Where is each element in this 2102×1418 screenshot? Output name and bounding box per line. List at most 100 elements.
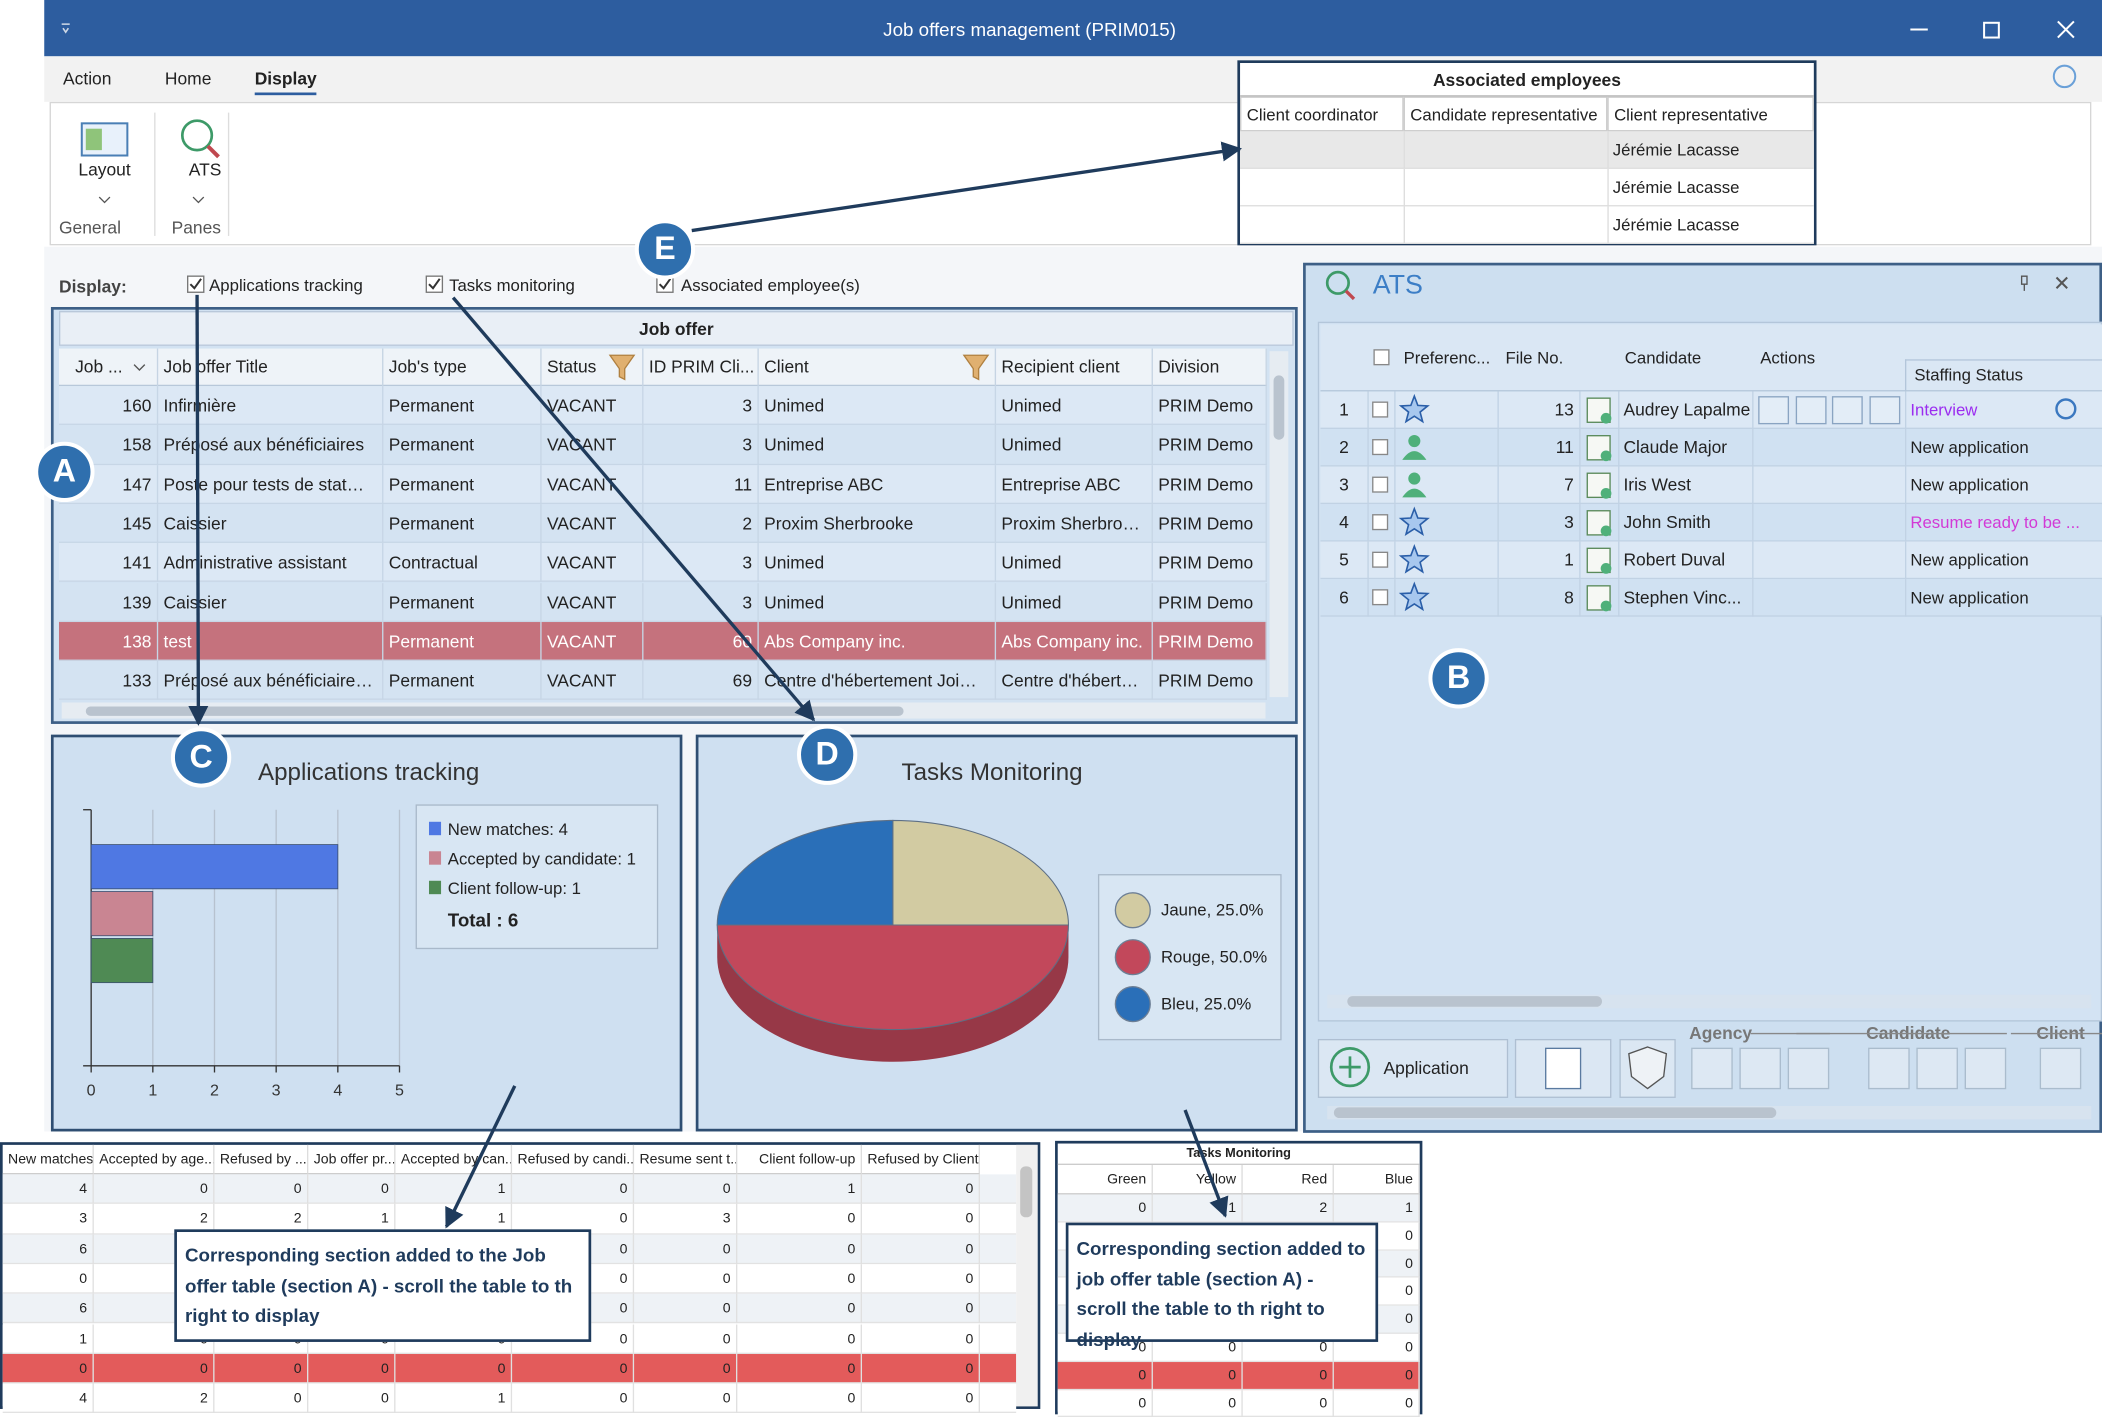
column-header[interactable]: Preferenc... <box>1403 348 1491 368</box>
grid-divider <box>1904 579 1907 617</box>
file-number: 3 <box>1564 512 1574 533</box>
grid-cell: 1 <box>395 1174 513 1205</box>
ats-group-label: Candidate <box>1866 1022 1951 1043</box>
legend-label: Accepted by candidate: 1 <box>447 849 636 869</box>
grid-divider <box>1618 391 1620 429</box>
grid-cell: 0 <box>862 1323 980 1354</box>
column-header[interactable]: Division <box>1153 348 1267 387</box>
grid-divider <box>1579 504 1581 542</box>
grid-row[interactable] <box>1320 504 2102 542</box>
column-header[interactable]: Actions <box>1760 348 1816 368</box>
grid-cell: Permanent <box>383 582 542 622</box>
column-header[interactable]: Job's type <box>383 348 542 387</box>
column-header[interactable]: Client <box>759 348 997 387</box>
grid-cell: 0 <box>1058 1361 1153 1390</box>
menu-tab[interactable]: Home <box>164 68 212 89</box>
grid-cell: VACANT <box>542 503 644 544</box>
grid-row[interactable] <box>1320 579 2102 617</box>
grid-divider <box>1497 428 1499 467</box>
grid-cell: 0 <box>308 1383 396 1414</box>
grid-divider <box>1579 579 1581 617</box>
menu-tab[interactable]: Display <box>254 68 317 89</box>
grid-divider <box>1618 428 1620 467</box>
grid-divider <box>1618 466 1620 505</box>
display-option[interactable]: Applications tracking <box>209 276 363 295</box>
grid-cell: 0 <box>1334 1278 1420 1306</box>
grid-cell: Unimed <box>996 425 1153 465</box>
grid-cell: Jérémie Lacasse <box>1612 178 1740 198</box>
note: Corresponding section added to job offer… <box>1065 1222 1379 1349</box>
grid-cell: 0 <box>3 1264 94 1294</box>
grid-cell: 0 <box>634 1264 738 1294</box>
chart-title: Tasks Monitoring <box>901 758 1083 786</box>
grid-cell: Unimed <box>996 386 1153 426</box>
grid-divider <box>1394 466 1396 505</box>
grid-cell: Caissier <box>158 503 384 544</box>
grid-divider <box>1367 579 1369 617</box>
grid-divider <box>1904 541 1907 580</box>
grid-cell: 1 <box>308 1204 396 1235</box>
column-header[interactable]: Recipient client <box>996 348 1153 387</box>
column-header[interactable]: File No. <box>1505 348 1564 368</box>
column-header: Refused by candi... <box>512 1144 635 1175</box>
column-header[interactable]: Candidate <box>1624 348 1702 368</box>
grid-cell: VACANT <box>542 543 644 583</box>
grid-row[interactable] <box>1320 541 2102 580</box>
column-header[interactable]: Staffing Status <box>1914 365 2024 385</box>
display-label: Display: <box>58 276 127 297</box>
edit-button[interactable] <box>1514 1038 1612 1098</box>
grid-cell: 0 <box>308 1353 396 1384</box>
ribbon-button-label[interactable]: Layout <box>78 159 131 180</box>
application-button-label: Application <box>1383 1057 1469 1078</box>
column-header[interactable]: Job offer Title <box>158 348 384 387</box>
grid-cell: test <box>158 621 384 662</box>
grid-divider <box>1752 428 1754 467</box>
grid-cell: 2 <box>643 503 759 544</box>
grid-cell: 0 <box>512 1293 635 1324</box>
candidate-name: Robert Duval <box>1623 549 1726 570</box>
grid-cell: 3 <box>643 386 759 426</box>
grid-cell: 0 <box>862 1264 980 1294</box>
row-number: 1 <box>1339 399 1349 420</box>
legend-label: New matches: 4 <box>447 820 568 840</box>
grid-row[interactable] <box>1320 466 2102 505</box>
grid-row[interactable] <box>1320 428 2102 467</box>
display-option[interactable]: Associated employee(s) <box>681 276 860 295</box>
menu-tab[interactable]: Action <box>63 68 112 89</box>
grid-cell: 138 <box>70 621 159 662</box>
ribbon-button-label[interactable]: ATS <box>188 159 222 180</box>
column-header: Accepted by age... <box>93 1144 215 1175</box>
column-header: Blue <box>1333 1164 1420 1195</box>
display-option[interactable]: Tasks monitoring <box>449 276 575 295</box>
grid-cell: Abs Company inc. <box>759 621 997 662</box>
grid-cell: 0 <box>1334 1305 1420 1334</box>
column-header: New matches <box>2 1144 94 1175</box>
grid-divider <box>1752 579 1754 617</box>
grid-cell: 0 <box>634 1174 738 1205</box>
grid-row[interactable] <box>1320 391 2102 429</box>
legend-label: Bleu, 25.0% <box>1160 994 1252 1014</box>
grid-cell: 4 <box>3 1174 94 1205</box>
grid-cell: PRIM Demo <box>1153 582 1267 622</box>
grid-divider <box>1752 466 1754 505</box>
grid-divider <box>1618 504 1620 542</box>
grid-cell: 0 <box>737 1323 863 1354</box>
grid-divider <box>1497 504 1499 542</box>
scroll-thumb <box>1333 1107 1777 1119</box>
column-header[interactable]: ID PRIM Cli... <box>643 348 759 387</box>
grid-cell: VACANT <box>542 621 644 662</box>
row-number: 3 <box>1339 474 1349 495</box>
grid-divider <box>1497 466 1499 505</box>
grid-cell: 0 <box>1334 1389 1420 1418</box>
grid-divider <box>1497 391 1499 429</box>
grid-cell: 0 <box>395 1353 513 1384</box>
grid-cell: 0 <box>634 1353 738 1384</box>
grid-cell: 147 <box>70 464 159 504</box>
row-number: 4 <box>1339 512 1349 533</box>
column-header[interactable]: Job ... <box>70 348 159 387</box>
staffing-status: New application <box>1910 588 2029 608</box>
ribbon-group-label: Panes <box>171 217 222 238</box>
grid-cell: 0 <box>512 1383 635 1414</box>
lock-button[interactable] <box>1619 1038 1676 1098</box>
column-header[interactable]: Status <box>542 348 644 387</box>
